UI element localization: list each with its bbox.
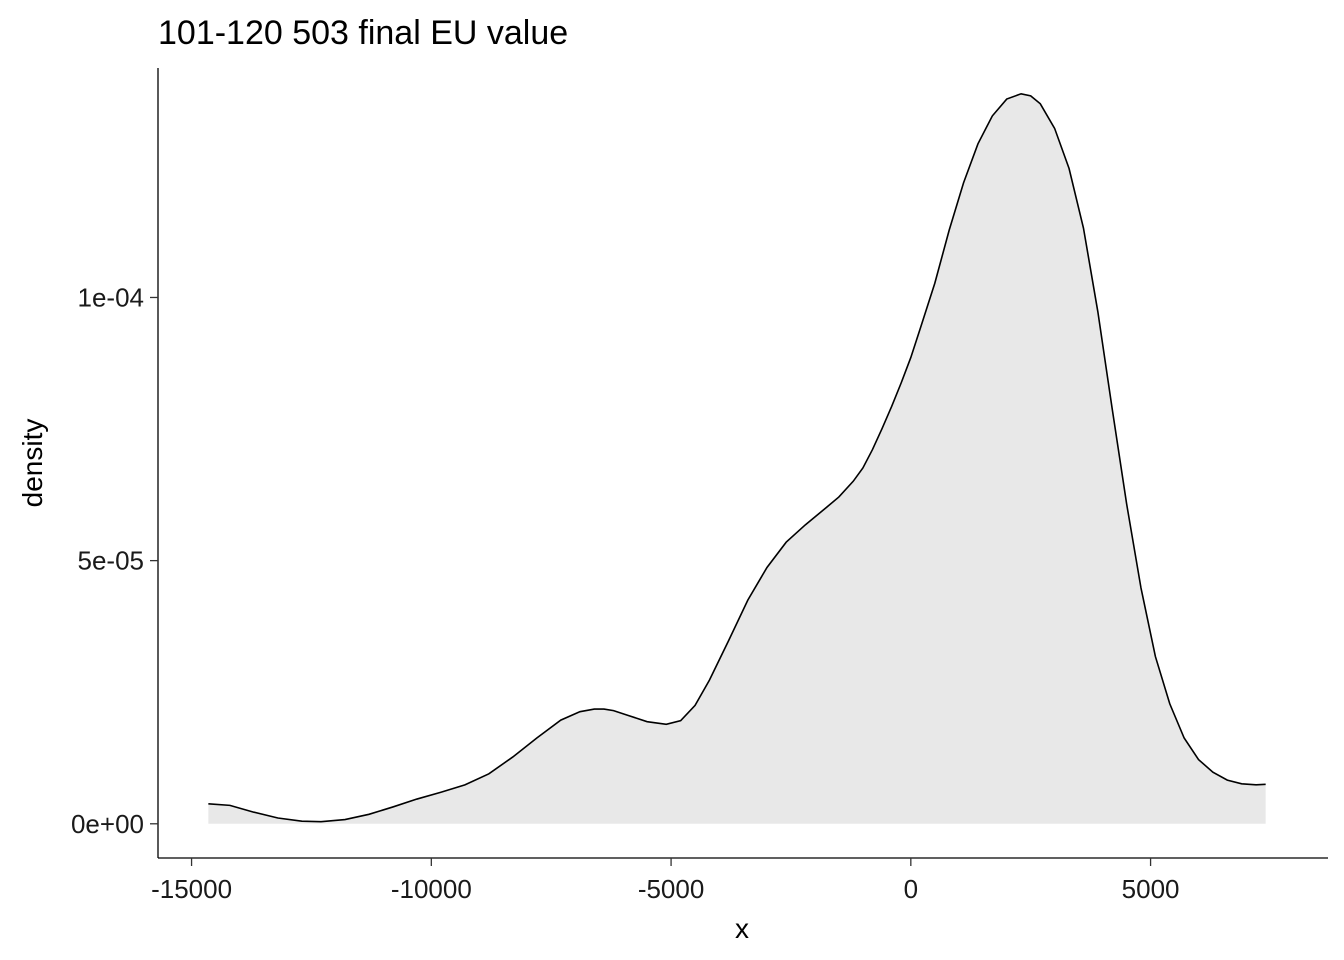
x-axis: -15000 -10000 -5000 0 5000	[151, 857, 1328, 904]
y-axis-title: density	[17, 419, 48, 508]
x-tick-label: -15000	[151, 874, 232, 904]
y-tick-label: 1e-04	[78, 282, 145, 312]
x-tick-label: -10000	[391, 874, 472, 904]
x-axis-title: x	[735, 913, 749, 944]
density-curve	[208, 92, 1266, 823]
x-tick-label: 5000	[1122, 874, 1180, 904]
x-tick-label: 0	[904, 874, 918, 904]
y-axis: 0e+00 5e-05 1e-04	[71, 68, 159, 858]
y-tick-label: 0e+00	[71, 809, 144, 839]
x-tick-label: -5000	[638, 874, 705, 904]
plot-area	[208, 92, 1266, 824]
chart-title: 101-120 503 final EU value	[158, 14, 568, 52]
density-area	[208, 93, 1266, 824]
y-tick-label: 5e-05	[78, 546, 145, 576]
